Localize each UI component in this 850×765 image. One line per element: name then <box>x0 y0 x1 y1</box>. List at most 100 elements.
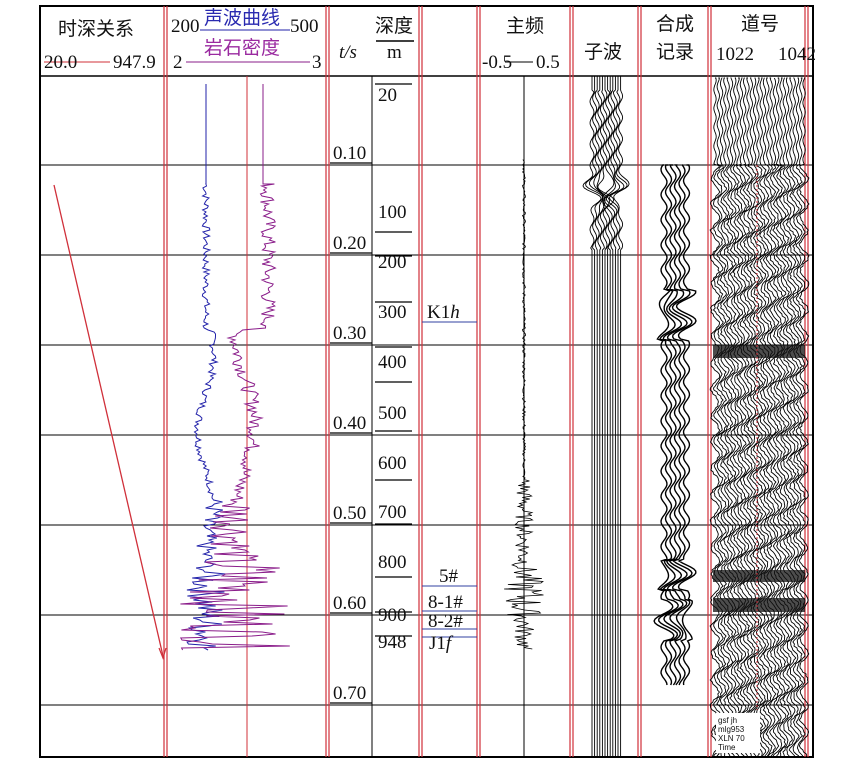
synthetic-trace <box>666 164 688 686</box>
seismic-trace <box>732 77 744 757</box>
header-time-depth: 时深关系 <box>58 18 134 40</box>
depth-tick: 800 <box>378 552 407 573</box>
grid-layer <box>39 5 814 758</box>
freq-min: -0.5 <box>482 52 512 73</box>
seismic-trace <box>745 77 757 757</box>
time-unit: t/s <box>339 42 357 63</box>
depth-tick: 700 <box>378 502 407 523</box>
wavelet-trace <box>588 76 604 756</box>
trace-layer <box>504 76 810 757</box>
wavelet-label: 子波 <box>584 41 622 63</box>
seismic-trace <box>772 77 784 757</box>
seismic-trace <box>752 77 764 757</box>
horizon-8-2: 8-2# <box>428 611 463 632</box>
reflector-band <box>713 570 805 582</box>
density-label: 岩石密度 <box>204 37 280 59</box>
depth-tick: 600 <box>378 453 407 474</box>
wavelet-trace <box>601 76 615 756</box>
corner-text: XLN 70 <box>718 734 745 743</box>
seismic-trace <box>739 77 751 757</box>
wavelet-trace <box>596 76 610 756</box>
depth-tick: 400 <box>378 352 407 373</box>
synthetic-trace <box>675 164 697 686</box>
trace-no-label: 道号 <box>741 13 779 35</box>
depth-tick: 500 <box>378 403 407 424</box>
synthetic-trace <box>658 164 679 686</box>
density-max: 3 <box>312 52 322 73</box>
wavelet-trace <box>613 76 630 756</box>
wavelet-trace <box>603 76 621 756</box>
time-tick: 0.10 <box>333 143 366 164</box>
seismic-trace <box>778 77 790 756</box>
time-tick: 0.60 <box>333 593 366 614</box>
sonic-curve <box>186 84 226 651</box>
trace-max: 1042 <box>778 44 816 65</box>
seismic-trace <box>755 77 767 757</box>
frequency-trace <box>504 159 544 650</box>
time-tick: 0.20 <box>333 233 366 254</box>
outer-border <box>39 5 814 758</box>
reflector-band <box>713 598 805 612</box>
time-tick: 0.30 <box>333 323 366 344</box>
sonic-max: 500 <box>290 16 319 37</box>
seismic-trace <box>709 77 721 757</box>
seismic-trace <box>712 77 724 757</box>
seismic-trace <box>765 77 777 757</box>
seismic-trace <box>795 77 807 757</box>
seismic-trace <box>722 77 734 757</box>
synthetic-trace <box>662 164 684 686</box>
synthetic-label-2: 记录 <box>656 41 694 63</box>
synthetic-trace <box>653 164 675 686</box>
wavelet-trace <box>605 76 625 756</box>
corner-text: mlg953 <box>718 725 745 734</box>
wavelet-trace <box>593 76 606 756</box>
horizon-labels: K1h 5# 8-1# 8-2# J1f <box>427 302 463 654</box>
seismic-trace <box>729 77 741 757</box>
seismic-trace <box>742 77 754 757</box>
trace-min: 1022 <box>716 44 754 65</box>
seismic-trace <box>716 77 728 757</box>
curve-layer <box>53 84 290 660</box>
time-tick: 0.40 <box>333 413 366 434</box>
seismic-trace <box>768 77 780 757</box>
depth-label: 深度 <box>375 15 413 37</box>
time-depth-max: 947.9 <box>113 52 156 73</box>
seismic-trace <box>735 77 747 757</box>
seismic-trace <box>792 77 804 757</box>
corner-text: gsf jh <box>718 716 737 725</box>
depth-tick: 20 <box>378 85 397 106</box>
horizon-8-1: 8-1# <box>428 592 463 613</box>
seismic-trace <box>762 77 774 757</box>
wavelet-trace <box>585 76 604 756</box>
horizon-k1h: K1h <box>427 302 460 323</box>
time-depth-curve <box>53 184 164 657</box>
depth-tick: 200 <box>378 252 407 273</box>
synthetic-trace <box>671 164 693 686</box>
seismic-trace <box>798 77 810 757</box>
density-min: 2 <box>173 52 183 73</box>
seismic-trace <box>775 77 787 757</box>
depth-tick: 900 <box>378 605 407 626</box>
density-curve <box>179 84 290 651</box>
time-depth-min: 20.0 <box>44 52 77 73</box>
frequency-label: 主频 <box>506 15 544 37</box>
depth-unit: m <box>387 42 402 63</box>
trace-corner-info: gsf jh mlg953 XLN 70 Time <box>716 713 760 753</box>
corner-info-box <box>716 713 760 753</box>
wavelet-trace <box>597 76 615 756</box>
horizon-5: 5# <box>439 566 459 587</box>
depth-axis: 20 100 200 300 400 500 600 700 800 900 9… <box>378 85 407 653</box>
depth-tick: 948 <box>378 632 407 653</box>
header-row: 时深关系 20.0 947.9 200 声波曲线 500 岩石密度 2 3 t/… <box>44 7 816 73</box>
time-depth-arrow <box>158 647 167 660</box>
time-tick: 0.50 <box>333 503 366 524</box>
seismic-trace <box>788 77 800 757</box>
horizon-j1f: J1f <box>429 633 454 654</box>
time-axis: 0.10 0.20 0.30 0.40 0.50 0.60 0.70 <box>333 143 366 704</box>
seismic-trace <box>785 77 797 757</box>
corner-text: Time <box>718 743 736 752</box>
sonic-label: 声波曲线 <box>204 7 280 29</box>
depth-tick: 300 <box>378 302 407 323</box>
wavelet-trace <box>602 76 616 756</box>
